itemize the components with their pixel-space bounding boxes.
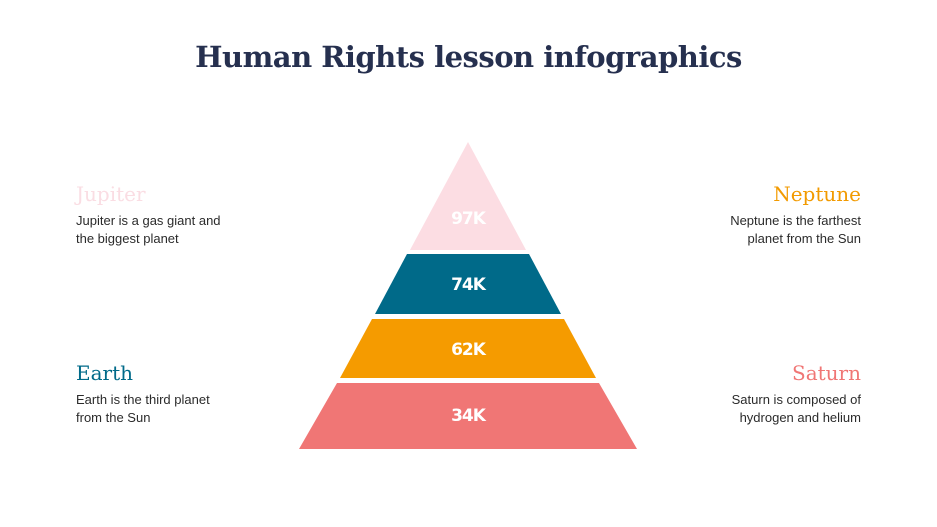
tier-1-value: 97K	[451, 209, 487, 229]
jupiter-heading: Jupiter	[76, 182, 146, 206]
neptune-heading: Neptune	[773, 182, 861, 206]
earth-text: Earth is the third planet from the Sun	[76, 392, 210, 425]
saturn-text: Saturn is composed of hydrogen and heliu…	[731, 392, 861, 425]
earth-block: Earth Earth is the third planet from the…	[76, 361, 276, 427]
pyramid-tier-2	[375, 254, 561, 314]
pyramid-tier-3	[340, 319, 596, 378]
saturn-block: Saturn Saturn is composed of hydrogen an…	[661, 361, 861, 427]
neptune-text: Neptune is the farthest planet from the …	[730, 213, 861, 246]
tier-2-value: 74K	[451, 275, 487, 295]
earth-heading: Earth	[76, 361, 134, 385]
page-title: Human Rights lesson infographics	[195, 40, 742, 74]
neptune-block: Neptune Neptune is the farthest planet f…	[661, 182, 861, 248]
jupiter-text: Jupiter is a gas giant and the biggest p…	[76, 213, 221, 246]
tier-4-value: 34K	[451, 406, 487, 426]
saturn-heading: Saturn	[792, 361, 861, 385]
pyramid-tier-4	[299, 383, 637, 449]
tier-3-value: 62K	[451, 340, 487, 360]
jupiter-block: Jupiter Jupiter is a gas giant and the b…	[76, 182, 276, 248]
pyramid-tier-1	[410, 142, 526, 250]
